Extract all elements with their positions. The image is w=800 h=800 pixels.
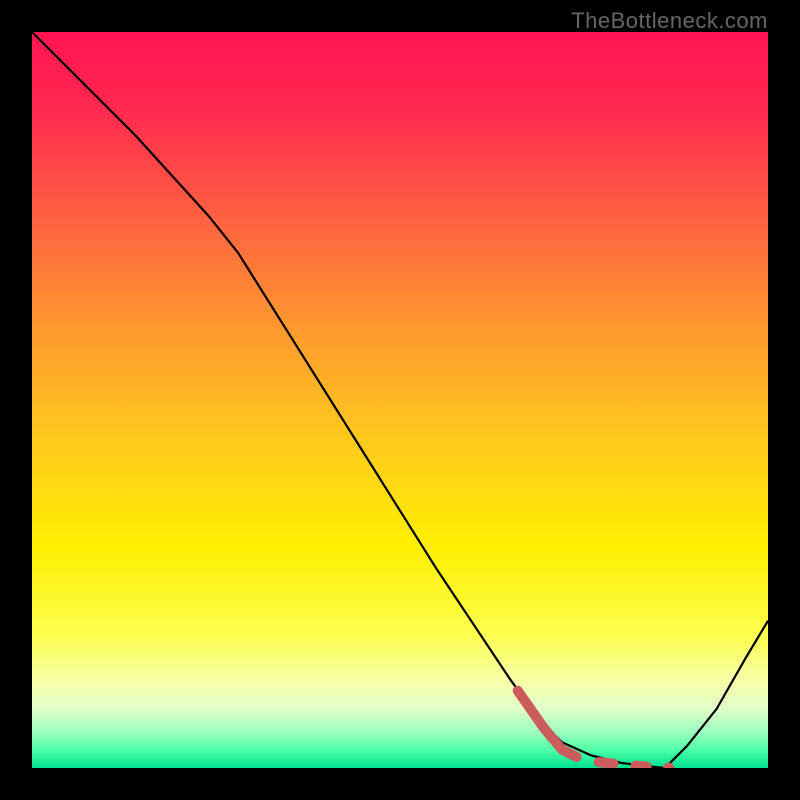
chart-container: TheBottleneck.com (0, 0, 800, 800)
red-segment-1 (599, 762, 614, 763)
watermark-text: TheBottleneck.com (571, 8, 768, 34)
red-segment-2 (636, 766, 647, 767)
chart-svg (32, 32, 768, 768)
plot-area (32, 32, 768, 768)
